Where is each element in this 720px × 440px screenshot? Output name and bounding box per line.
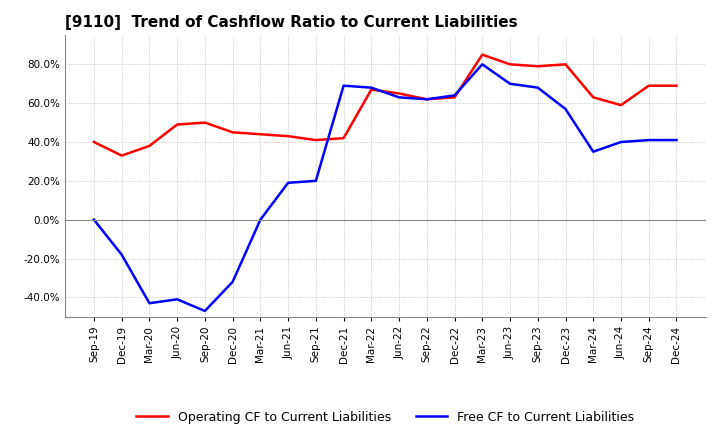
Free CF to Current Liabilities	[284, 180, 292, 185]
Free CF to Current Liabilities	[450, 93, 459, 98]
Operating CF to Current Liabilities	[644, 83, 653, 88]
Operating CF to Current Liabilities	[284, 134, 292, 139]
Operating CF to Current Liabilities	[423, 97, 431, 102]
Operating CF to Current Liabilities	[89, 139, 98, 145]
Free CF to Current Liabilities	[312, 178, 320, 183]
Free CF to Current Liabilities	[117, 252, 126, 257]
Free CF to Current Liabilities	[228, 279, 237, 285]
Operating CF to Current Liabilities	[256, 132, 265, 137]
Text: [9110]  Trend of Cashflow Ratio to Current Liabilities: [9110] Trend of Cashflow Ratio to Curren…	[65, 15, 518, 30]
Free CF to Current Liabilities	[561, 106, 570, 112]
Free CF to Current Liabilities	[589, 149, 598, 154]
Operating CF to Current Liabilities	[367, 87, 376, 92]
Operating CF to Current Liabilities	[145, 143, 154, 149]
Free CF to Current Liabilities	[644, 137, 653, 143]
Free CF to Current Liabilities	[478, 62, 487, 67]
Legend: Operating CF to Current Liabilities, Free CF to Current Liabilities: Operating CF to Current Liabilities, Fre…	[131, 406, 639, 429]
Free CF to Current Liabilities	[89, 217, 98, 222]
Free CF to Current Liabilities	[256, 217, 265, 222]
Free CF to Current Liabilities	[505, 81, 514, 86]
Free CF to Current Liabilities	[339, 83, 348, 88]
Operating CF to Current Liabilities	[589, 95, 598, 100]
Operating CF to Current Liabilities	[561, 62, 570, 67]
Line: Operating CF to Current Liabilities: Operating CF to Current Liabilities	[94, 55, 677, 156]
Operating CF to Current Liabilities	[450, 95, 459, 100]
Operating CF to Current Liabilities	[173, 122, 181, 127]
Free CF to Current Liabilities	[534, 85, 542, 90]
Operating CF to Current Liabilities	[117, 153, 126, 158]
Operating CF to Current Liabilities	[478, 52, 487, 57]
Operating CF to Current Liabilities	[672, 83, 681, 88]
Operating CF to Current Liabilities	[201, 120, 210, 125]
Free CF to Current Liabilities	[672, 137, 681, 143]
Operating CF to Current Liabilities	[395, 91, 403, 96]
Operating CF to Current Liabilities	[616, 103, 625, 108]
Free CF to Current Liabilities	[395, 95, 403, 100]
Operating CF to Current Liabilities	[339, 136, 348, 141]
Free CF to Current Liabilities	[201, 308, 210, 314]
Operating CF to Current Liabilities	[534, 64, 542, 69]
Free CF to Current Liabilities	[173, 297, 181, 302]
Free CF to Current Liabilities	[423, 97, 431, 102]
Operating CF to Current Liabilities	[312, 137, 320, 143]
Operating CF to Current Liabilities	[505, 62, 514, 67]
Line: Free CF to Current Liabilities: Free CF to Current Liabilities	[94, 64, 677, 311]
Operating CF to Current Liabilities	[228, 130, 237, 135]
Free CF to Current Liabilities	[367, 85, 376, 90]
Free CF to Current Liabilities	[616, 139, 625, 145]
Free CF to Current Liabilities	[145, 301, 154, 306]
